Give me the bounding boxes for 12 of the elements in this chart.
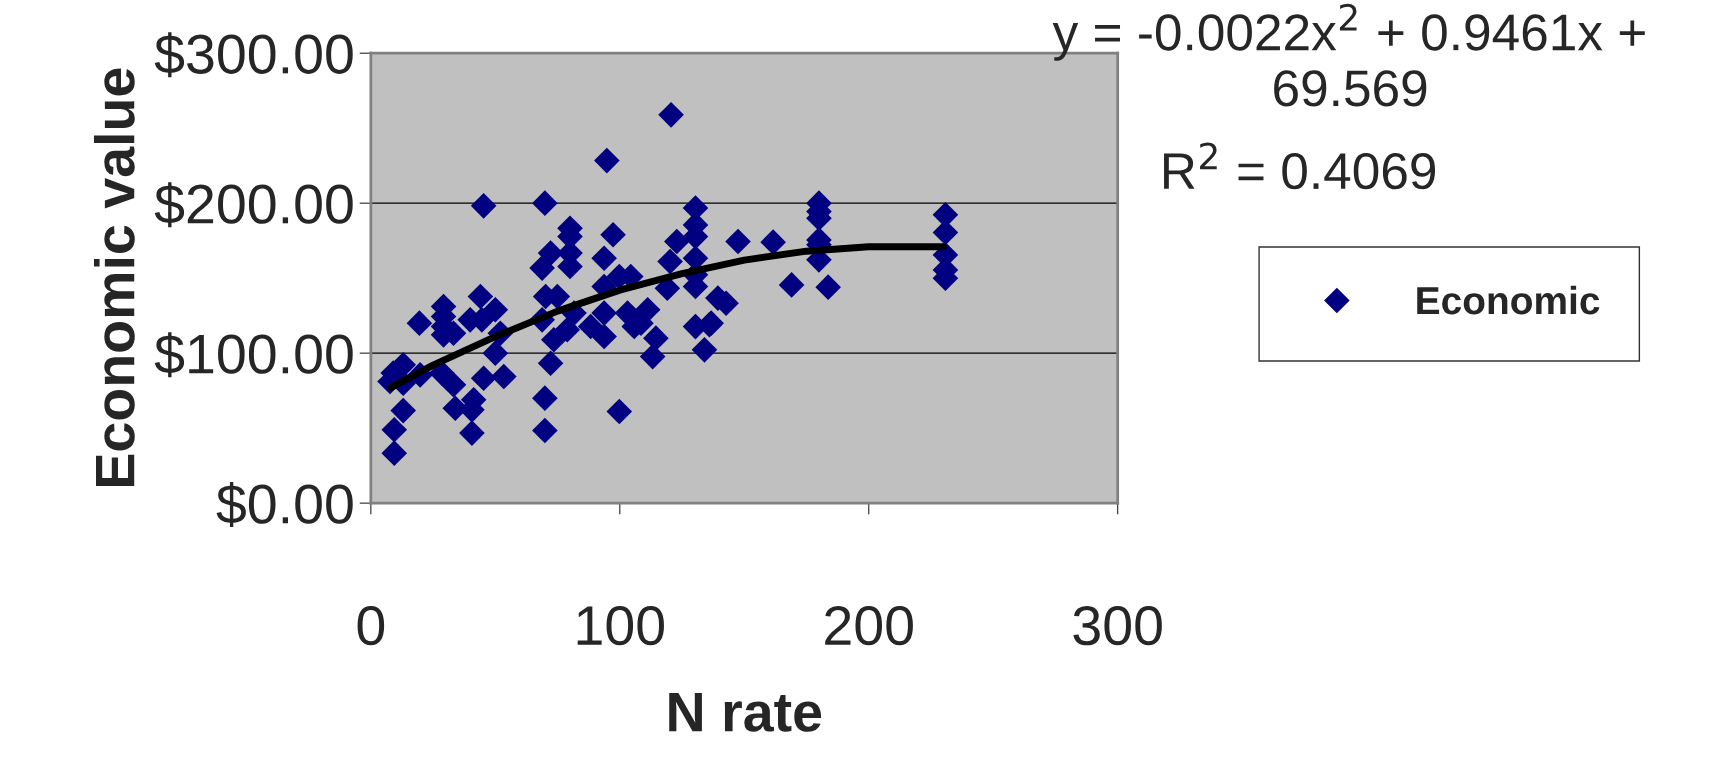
y-tick-label: $100.00 (154, 332, 353, 378)
x-tick-label: 100 (577, 605, 664, 646)
text: R$^{2}$ = 0.4069 (1164, 142, 1436, 190)
x-tick-label: 0 (357, 605, 385, 646)
legend-label: Economic (1417, 285, 1600, 315)
y-tick-label: $200.00 (154, 182, 353, 228)
x-tick-label: 200 (825, 605, 913, 646)
y-tick-label: $0.00 (216, 482, 353, 528)
x-axis-title: N rate (669, 693, 822, 732)
y-tick-label: $300.00 (154, 32, 353, 78)
x-tick-label: 300 (1073, 605, 1162, 646)
y-axis-title: Economic value (93, 68, 135, 486)
